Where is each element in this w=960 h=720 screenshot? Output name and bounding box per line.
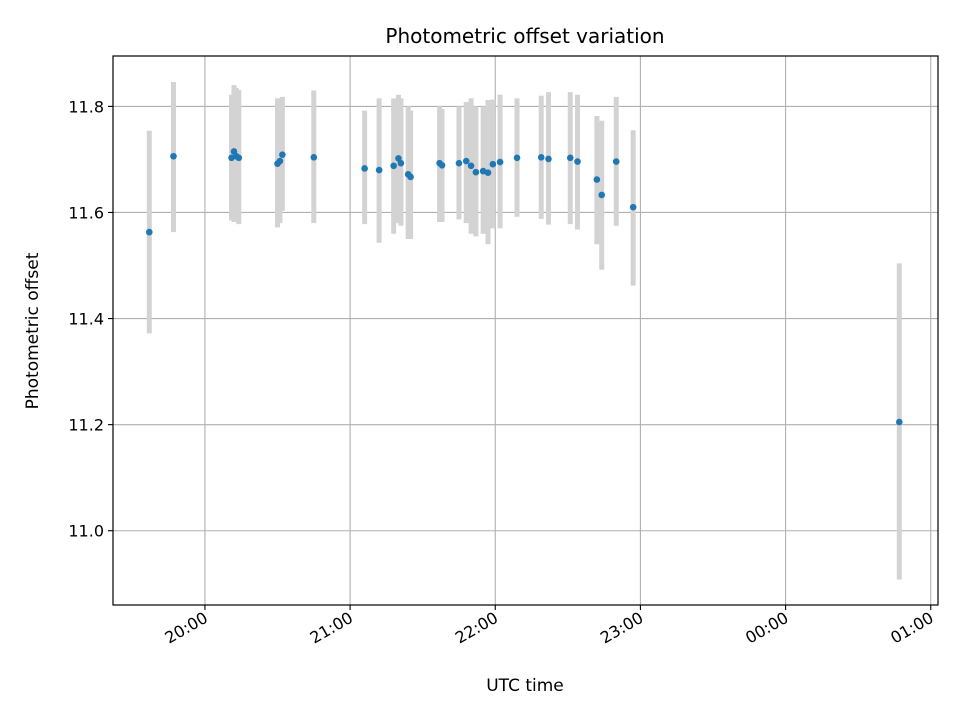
data-point (484, 169, 492, 176)
data-point (574, 158, 581, 165)
y-tick-label: 11.6 (68, 203, 104, 222)
y-axis-label: Photometric offset (23, 252, 43, 409)
data-point (145, 228, 153, 236)
data-point (593, 176, 601, 183)
data-point (545, 155, 552, 163)
data-point (407, 173, 414, 181)
data-point (566, 154, 574, 162)
data-point (513, 154, 521, 162)
data-point (276, 157, 284, 165)
data-point (390, 162, 397, 170)
y-tick-label: 11.4 (68, 310, 104, 329)
data-point (629, 203, 637, 211)
data-point (537, 154, 545, 161)
data-point (375, 166, 383, 174)
data-point (467, 162, 475, 170)
chart-title: Photometric offset variation (385, 24, 664, 48)
data-point (170, 152, 177, 160)
data-point (397, 159, 405, 167)
data-point (438, 161, 446, 169)
data-point (489, 160, 497, 168)
y-axis-ticks: 11.0 11.2 11.4 11.6 11.8 (68, 97, 113, 541)
data-point (496, 158, 504, 166)
data-point (462, 157, 470, 165)
plot-area-frame (112, 55, 939, 606)
data-point (455, 159, 463, 167)
y-tick-label: 11.8 (68, 97, 104, 116)
data-points (145, 148, 903, 426)
y-tick-label: 11.0 (68, 522, 104, 541)
y-tick-label: 11.2 (68, 416, 104, 435)
data-point (235, 154, 243, 162)
data-point (612, 158, 620, 165)
data-point (598, 191, 606, 199)
data-point (472, 168, 480, 176)
data-point (895, 418, 903, 426)
data-point (310, 154, 318, 161)
data-point (279, 151, 286, 158)
x-axis-label: UTC time (486, 676, 564, 696)
data-point (361, 165, 368, 172)
